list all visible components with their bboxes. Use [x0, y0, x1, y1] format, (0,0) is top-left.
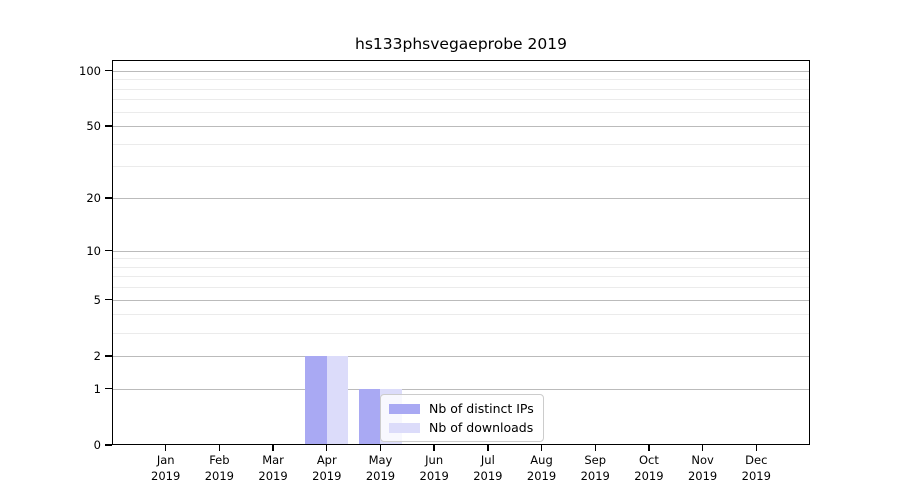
- x-tick: [487, 445, 489, 451]
- bar-may-distinct-ips: [358, 388, 381, 444]
- x-tick-label: May 2019: [366, 452, 395, 484]
- x-tick: [594, 445, 596, 451]
- x-tick-month: Apr: [316, 453, 337, 467]
- bar-apr-downloads: [326, 355, 349, 444]
- x-tick-month: Jul: [480, 453, 495, 467]
- y-tick: [105, 197, 112, 199]
- chart-title: hs133phsvegaeprobe 2019: [355, 35, 567, 53]
- y-tick-label: 0: [93, 438, 101, 452]
- x-tick-label: Nov 2019: [688, 452, 717, 484]
- grid-layer: [113, 61, 809, 444]
- x-tick-month: Nov: [691, 453, 714, 467]
- legend-label-distinct-ips: Nb of distinct IPs: [429, 401, 534, 416]
- x-tick-year: 2019: [365, 469, 396, 483]
- x-tick-month: Feb: [209, 453, 230, 467]
- legend-label-downloads: Nb of downloads: [429, 420, 534, 435]
- minor-gridline: [113, 266, 809, 268]
- y-tick-label: 100: [79, 63, 101, 78]
- minor-gridline: [113, 99, 809, 101]
- x-tick: [379, 445, 382, 451]
- x-tick-label: Aug 2019: [527, 452, 556, 484]
- legend-swatch-distinct-ips: [389, 403, 420, 414]
- minor-gridline: [113, 111, 809, 113]
- x-tick-year: 2019: [258, 469, 288, 483]
- y-tick: [105, 355, 112, 357]
- y-tick: [105, 444, 112, 446]
- x-tick: [218, 445, 221, 451]
- major-gridline: [113, 299, 809, 301]
- x-tick: [648, 445, 650, 451]
- x-tick-year: 2019: [419, 469, 449, 483]
- x-tick-year: 2019: [526, 469, 557, 483]
- x-tick: [164, 445, 167, 451]
- major-gridline: [113, 250, 809, 252]
- y-tick-label: 50: [86, 119, 101, 134]
- minor-gridline: [113, 276, 809, 278]
- x-tick: [701, 445, 704, 451]
- x-tick-month: Sep: [584, 453, 607, 467]
- minor-gridline: [113, 314, 809, 316]
- x-tick-year: 2019: [580, 469, 610, 483]
- x-tick-month: Aug: [530, 453, 553, 467]
- x-tick-label: Mar 2019: [258, 452, 287, 484]
- major-gridline: [113, 126, 809, 128]
- x-tick: [433, 445, 435, 451]
- legend: Nb of distinct IPs Nb of downloads: [380, 394, 544, 442]
- x-tick-year: 2019: [741, 469, 771, 483]
- y-tick: [105, 388, 112, 390]
- y-tick: [105, 70, 112, 72]
- x-tick-month: Dec: [745, 453, 768, 467]
- x-tick-month: May: [368, 453, 393, 467]
- minor-gridline: [113, 79, 809, 81]
- y-tick: [105, 298, 112, 301]
- y-tick-label: 2: [93, 348, 101, 363]
- x-tick-year: 2019: [687, 469, 718, 483]
- major-gridline: [113, 355, 809, 357]
- x-tick-year: 2019: [312, 469, 342, 483]
- x-tick-label: Dec 2019: [742, 452, 771, 484]
- x-tick-month: Jun: [425, 453, 444, 467]
- legend-item-downloads: Nb of downloads: [389, 420, 534, 435]
- x-tick: [272, 445, 274, 451]
- minor-gridline: [113, 258, 809, 260]
- x-tick-label: Apr 2019: [312, 452, 341, 484]
- x-tick: [755, 445, 757, 451]
- minor-gridline: [113, 287, 809, 289]
- y-tick-label: 10: [86, 243, 101, 258]
- x-tick-label: Jul 2019: [473, 452, 502, 484]
- legend-item-distinct-ips: Nb of distinct IPs: [389, 401, 534, 416]
- major-gridline: [113, 198, 809, 200]
- minor-gridline: [113, 166, 809, 168]
- x-tick: [326, 445, 328, 451]
- y-tick: [105, 125, 112, 127]
- x-tick-year: 2019: [151, 469, 181, 483]
- bar-apr-distinct-ips: [305, 355, 327, 444]
- x-tick-label: Jun 2019: [420, 452, 449, 484]
- x-tick-label: Feb 2019: [205, 452, 234, 484]
- minor-gridline: [113, 143, 809, 145]
- major-gridline: [113, 70, 809, 72]
- x-tick-label: Oct 2019: [634, 452, 663, 484]
- plot-area: [112, 60, 810, 445]
- minor-gridline: [113, 332, 809, 334]
- y-tick-label: 5: [93, 292, 101, 307]
- x-tick-month: Mar: [262, 453, 284, 467]
- y-tick-label: 20: [86, 191, 101, 206]
- x-tick-year: 2019: [204, 469, 235, 483]
- x-tick-year: 2019: [634, 469, 664, 483]
- minor-gridline: [113, 88, 809, 90]
- y-tick-label: 1: [93, 381, 101, 396]
- major-gridline: [113, 388, 809, 390]
- x-tick-label: Jan 2019: [151, 452, 180, 484]
- legend-swatch-downloads: [389, 422, 420, 433]
- x-tick-year: 2019: [473, 469, 503, 483]
- x-tick-month: Oct: [638, 453, 659, 467]
- x-tick-label: Sep 2019: [581, 452, 610, 484]
- x-tick: [540, 445, 543, 451]
- x-tick-month: Jan: [156, 453, 175, 467]
- y-tick: [105, 249, 112, 252]
